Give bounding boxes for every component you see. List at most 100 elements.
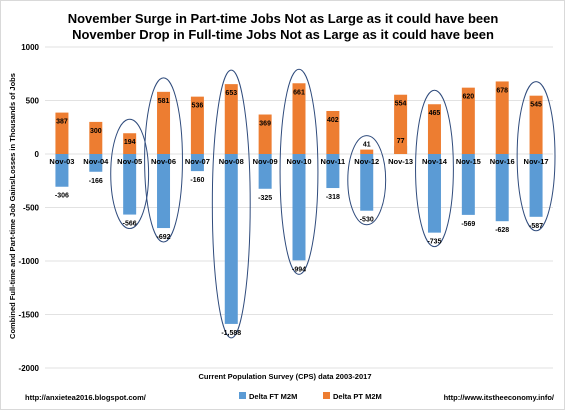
bar-pt <box>427 104 441 154</box>
data-label: 77 <box>397 138 405 145</box>
bar-ft <box>123 154 137 215</box>
data-label: -1,588 <box>221 330 241 337</box>
data-label: 678 <box>496 87 508 94</box>
bar-ft <box>292 154 306 261</box>
category-label: Nov-08 <box>219 157 244 166</box>
bar-pt <box>461 87 475 154</box>
y-tick-label: -500 <box>23 204 40 213</box>
highlight-oval <box>279 68 319 275</box>
bar-pt <box>360 149 374 154</box>
bars <box>55 81 543 324</box>
chart-subtitle: November Drop in Full-time Jobs Not as L… <box>72 27 494 42</box>
bar-ft <box>326 154 340 189</box>
bar-pt <box>89 121 103 154</box>
bar-ft <box>89 154 103 172</box>
legend-label: Delta PT M2M <box>333 392 382 401</box>
data-label: 369 <box>259 121 271 128</box>
bar-pt <box>394 94 408 154</box>
data-label: -569 <box>461 221 475 228</box>
bar-pt <box>258 114 272 154</box>
data-label: 300 <box>90 128 102 135</box>
bar-ft <box>461 154 475 215</box>
legend-label: Delta FT M2M <box>249 392 297 401</box>
highlight-oval <box>144 77 183 243</box>
chart-title: November Surge in Part-time Jobs Not as … <box>68 11 499 26</box>
category-label: Nov-11 <box>321 157 346 166</box>
legend-swatch <box>239 392 246 399</box>
y-axis-label: Combined Full-time and Part-time Job Gai… <box>8 73 17 339</box>
data-label: -628 <box>495 227 509 234</box>
bar-pt <box>495 81 509 154</box>
category-labels: Nov-03 Nov-04 Nov-05 Nov-06 Nov-07 Nov-08 Nov-… <box>49 157 548 166</box>
data-label: -306 <box>55 193 69 200</box>
highlight-ovals <box>110 68 556 339</box>
bar-pt <box>292 83 306 154</box>
data-label: -160 <box>190 177 204 184</box>
bar-pt <box>123 133 137 154</box>
category-label: Nov-05 <box>117 157 142 166</box>
data-label: 620 <box>462 94 474 101</box>
data-label: -566 <box>123 221 137 228</box>
category-label: Nov-15 <box>456 157 481 166</box>
highlight-oval <box>110 118 150 230</box>
y-tick-label: 0 <box>35 150 40 159</box>
bar-ft <box>55 154 69 187</box>
category-label: Nov-14 <box>422 157 448 166</box>
data-label: -530 <box>360 217 374 224</box>
category-label: Nov-12 <box>354 157 379 166</box>
highlight-oval <box>415 89 454 248</box>
legend: Delta FT M2M Delta PT M2M <box>239 392 382 401</box>
data-label: -325 <box>258 195 272 202</box>
legend-swatch <box>323 392 330 399</box>
data-label: -692 <box>157 234 171 241</box>
bar-pt <box>224 84 238 154</box>
bar-ft <box>157 154 171 229</box>
x-axis-label: Current Population Survey (CPS) data 200… <box>199 372 372 381</box>
bar-pt <box>190 96 204 154</box>
bar-ft <box>529 154 543 217</box>
bar-pt <box>55 112 69 154</box>
data-label: 465 <box>429 110 441 117</box>
bar-ft <box>224 154 238 324</box>
category-label: Nov-10 <box>286 157 311 166</box>
y-axis-ticks: 1000 500 0 -500 -1000 -1500 -2000 <box>19 43 40 373</box>
data-label: 402 <box>327 117 339 124</box>
data-labels: -306 -166 -566 -692 -160 -1,588 -325 -994 -318 -5… <box>55 87 543 336</box>
highlight-oval <box>211 69 251 339</box>
data-label: -166 <box>89 178 103 185</box>
data-label: 194 <box>124 139 136 146</box>
category-label: Nov-03 <box>49 157 74 166</box>
category-label: Nov-17 <box>524 157 549 166</box>
data-label: 545 <box>530 102 542 109</box>
bar-pt <box>157 91 171 154</box>
highlight-oval <box>347 135 387 226</box>
footer-right-url[interactable]: http://www.itstheeconomy.info/ <box>444 393 555 402</box>
data-label: 41 <box>363 142 371 149</box>
data-label: -587 <box>529 223 543 230</box>
category-label: Nov-07 <box>185 157 210 166</box>
data-label: 554 <box>395 101 407 108</box>
bar-pt <box>529 95 543 154</box>
data-label: 387 <box>56 119 68 126</box>
bar-ft <box>495 154 509 222</box>
y-tick-label: 500 <box>26 97 40 106</box>
bar-ft <box>190 154 204 172</box>
y-tick-label: -2000 <box>19 364 40 373</box>
highlight-oval <box>516 81 556 232</box>
category-label: Nov-13 <box>388 157 413 166</box>
category-label: Nov-06 <box>151 157 176 166</box>
data-label: -735 <box>427 239 441 246</box>
y-tick-label: -1000 <box>19 257 40 266</box>
bar-ft <box>427 154 441 233</box>
category-label: Nov-16 <box>490 157 515 166</box>
y-tick-label: 1000 <box>21 43 39 52</box>
data-label: -318 <box>326 194 340 201</box>
footer-left-url[interactable]: http://anxietea2016.blogspot.com/ <box>25 393 147 402</box>
data-label: 536 <box>192 103 204 110</box>
bar-ft <box>360 154 374 211</box>
data-label: 653 <box>225 90 237 97</box>
bar-ft <box>258 154 272 189</box>
data-label: -994 <box>292 266 306 273</box>
category-label: Nov-04 <box>83 157 109 166</box>
